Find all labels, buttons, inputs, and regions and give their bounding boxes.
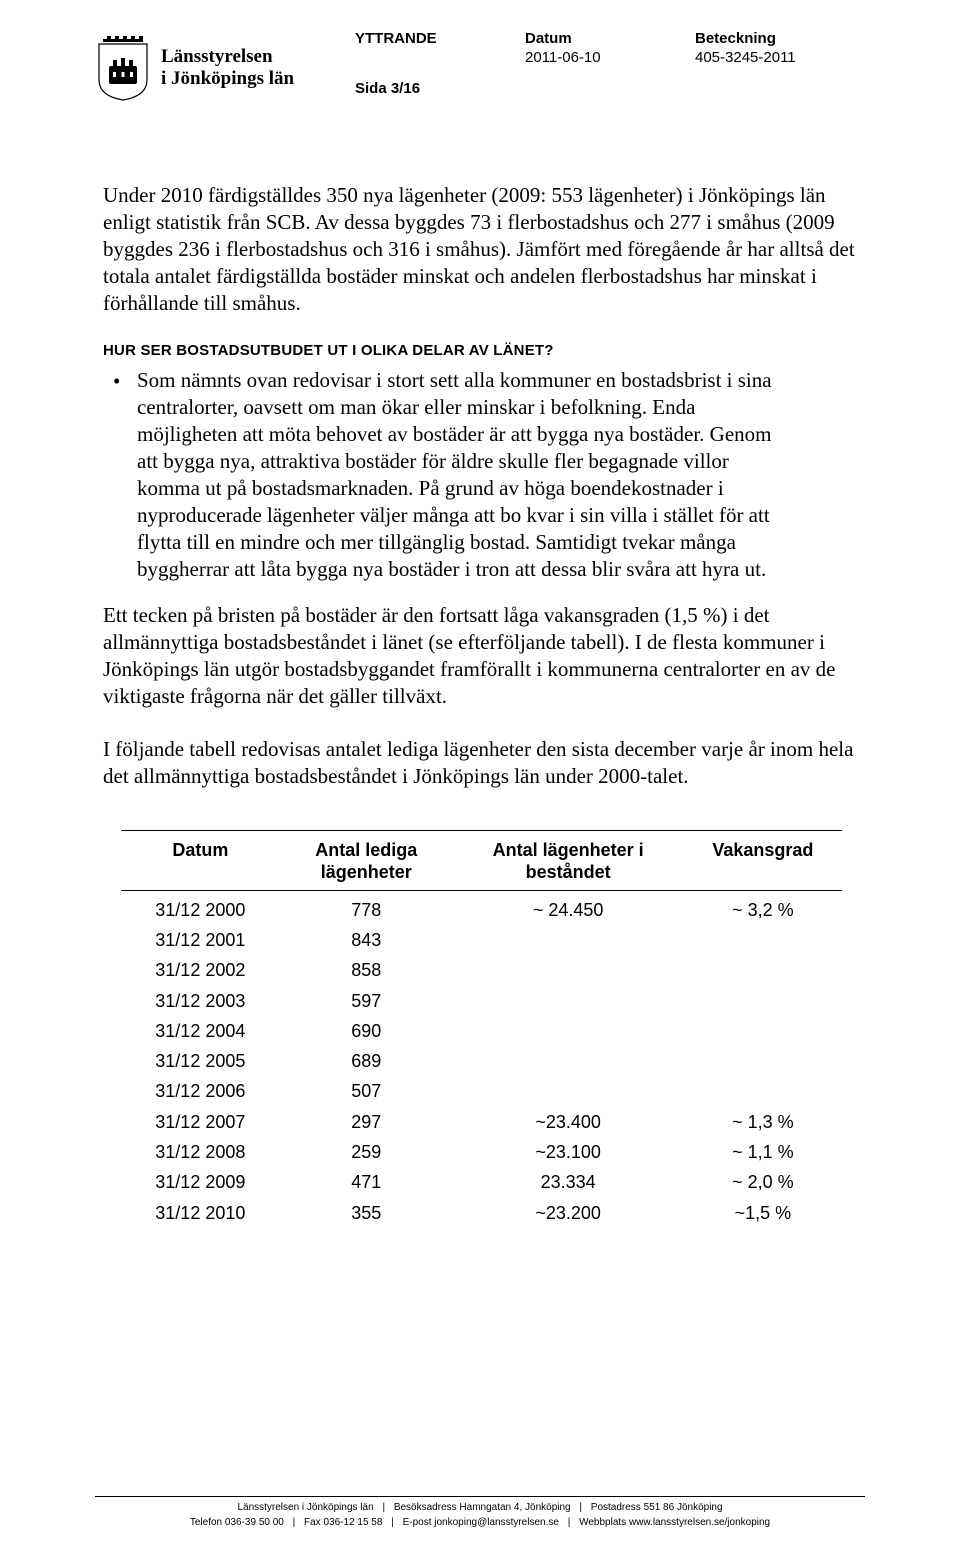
table-cell: ~23.100 bbox=[453, 1137, 684, 1167]
table-cell bbox=[453, 1016, 684, 1046]
table-cell bbox=[684, 925, 843, 955]
table-cell: 259 bbox=[280, 1137, 453, 1167]
table-cell: 31/12 2000 bbox=[121, 895, 280, 925]
table-row: 31/12 2000778~ 24.450~ 3,2 % bbox=[121, 895, 842, 925]
table-cell: 843 bbox=[280, 925, 453, 955]
table-cell bbox=[684, 955, 843, 985]
meta-labels: YTTRANDE Datum Beteckning bbox=[355, 30, 865, 47]
ref-value: 405-3245-2011 bbox=[695, 49, 865, 66]
table-cell: 31/12 2010 bbox=[121, 1198, 280, 1228]
table-cell: 297 bbox=[280, 1107, 453, 1137]
ref-label: Beteckning bbox=[695, 30, 865, 47]
table-row: 31/12 2003597 bbox=[121, 986, 842, 1016]
table-row: 31/12 2005689 bbox=[121, 1046, 842, 1076]
main-content: Under 2010 färdigställdes 350 nya lägenh… bbox=[103, 182, 857, 1228]
table-cell: ~23.400 bbox=[453, 1107, 684, 1137]
page-footer: Länsstyrelsen i Jönköpings län | Besöksa… bbox=[95, 1496, 865, 1530]
footer-org: Länsstyrelsen i Jönköpings län bbox=[237, 1502, 373, 1513]
table-cell: ~ 3,2 % bbox=[684, 895, 843, 925]
coat-of-arms-icon bbox=[95, 30, 151, 102]
org-line1: Länsstyrelsen bbox=[161, 46, 294, 68]
table-cell: 31/12 2001 bbox=[121, 925, 280, 955]
table-cell bbox=[453, 955, 684, 985]
bullet-text: Som nämnts ovan redovisar i stort sett a… bbox=[137, 367, 857, 582]
section-title: HUR SER BOSTADSUTBUDET UT I OLIKA DELAR … bbox=[103, 342, 857, 359]
col-total: Antal lägenheter i beståndet bbox=[453, 833, 684, 890]
org-line2: i Jönköpings län bbox=[161, 68, 294, 90]
table-cell bbox=[453, 986, 684, 1016]
table-cell: 31/12 2002 bbox=[121, 955, 280, 985]
table-header-row: Datum Antal lediga lägenheter Antal läge… bbox=[121, 833, 842, 890]
table-cell: 31/12 2004 bbox=[121, 1016, 280, 1046]
table-cell bbox=[453, 1076, 684, 1106]
footer-tel: Telefon 036-39 50 00 bbox=[190, 1517, 284, 1528]
table-cell: 31/12 2006 bbox=[121, 1076, 280, 1106]
table-cell: ~ 2,0 % bbox=[684, 1167, 843, 1197]
bullet-item: • Som nämnts ovan redovisar i stort sett… bbox=[103, 367, 857, 582]
table-cell: 355 bbox=[280, 1198, 453, 1228]
table-cell: 31/12 2008 bbox=[121, 1137, 280, 1167]
table-cell bbox=[453, 1046, 684, 1076]
col-date: Datum bbox=[121, 833, 280, 890]
table-cell bbox=[684, 1016, 843, 1046]
data-table-body: 31/12 2000778~ 24.450~ 3,2 %31/12 200184… bbox=[121, 895, 842, 1228]
doc-type-label: YTTRANDE bbox=[355, 30, 525, 47]
table-cell: ~1,5 % bbox=[684, 1198, 843, 1228]
page-header: Länsstyrelsen i Jönköpings län YTTRANDE … bbox=[95, 30, 865, 102]
page-number: Sida 3/16 bbox=[355, 80, 420, 97]
table-cell: 31/12 2009 bbox=[121, 1167, 280, 1197]
date-value: 2011-06-10 bbox=[525, 49, 695, 66]
footer-post: Postadress 551 86 Jönköping bbox=[591, 1502, 723, 1513]
table-row: 31/12 2008259~23.100~ 1,1 % bbox=[121, 1137, 842, 1167]
paragraph-2: Ett tecken på bristen på bostäder är den… bbox=[103, 602, 857, 710]
table-cell: 31/12 2003 bbox=[121, 986, 280, 1016]
paragraph-1: Under 2010 färdigställdes 350 nya lägenh… bbox=[103, 182, 857, 316]
bullet-icon: • bbox=[103, 367, 137, 582]
table-cell: 31/12 2005 bbox=[121, 1046, 280, 1076]
table-cell: ~ 1,1 % bbox=[684, 1137, 843, 1167]
logo-block: Länsstyrelsen i Jönköpings län bbox=[95, 30, 355, 102]
table-row: 31/12 2010355~23.200~1,5 % bbox=[121, 1198, 842, 1228]
table-cell bbox=[684, 1046, 843, 1076]
footer-web: Webbplats www.lansstyrelsen.se/jonkoping bbox=[579, 1517, 770, 1528]
table-cell: ~23.200 bbox=[453, 1198, 684, 1228]
table-cell: 471 bbox=[280, 1167, 453, 1197]
table-cell bbox=[684, 986, 843, 1016]
table-cell bbox=[453, 925, 684, 955]
table-cell: 690 bbox=[280, 1016, 453, 1046]
table-row: 31/12 2002858 bbox=[121, 955, 842, 985]
table-cell: 31/12 2007 bbox=[121, 1107, 280, 1137]
table-cell: 597 bbox=[280, 986, 453, 1016]
table-row: 31/12 2009471 23.334~ 2,0 % bbox=[121, 1167, 842, 1197]
col-rate: Vakansgrad bbox=[684, 833, 843, 890]
table-cell: 858 bbox=[280, 955, 453, 985]
paragraph-3: I följande tabell redovisas antalet ledi… bbox=[103, 736, 857, 790]
org-name: Länsstyrelsen i Jönköpings län bbox=[161, 30, 294, 90]
col-vacant: Antal lediga lägenheter bbox=[280, 833, 453, 890]
footer-email: E-post jonkoping@lansstyrelsen.se bbox=[403, 1517, 559, 1528]
table-cell: ~ 1,3 % bbox=[684, 1107, 843, 1137]
header-meta: YTTRANDE Datum Beteckning 2011-06-10 405… bbox=[355, 30, 865, 66]
table-cell bbox=[684, 1076, 843, 1106]
table-cell: ~ 24.450 bbox=[453, 895, 684, 925]
data-table: Datum Antal lediga lägenheter Antal läge… bbox=[121, 833, 842, 890]
table-cell: 507 bbox=[280, 1076, 453, 1106]
table-row: 31/12 2001843 bbox=[121, 925, 842, 955]
table-row: 31/12 2004690 bbox=[121, 1016, 842, 1046]
meta-values: 2011-06-10 405-3245-2011 bbox=[355, 49, 865, 66]
table-cell: 689 bbox=[280, 1046, 453, 1076]
date-label: Datum bbox=[525, 30, 695, 47]
vacancy-table: Datum Antal lediga lägenheter Antal läge… bbox=[121, 830, 857, 1228]
table-row: 31/12 2006507 bbox=[121, 1076, 842, 1106]
footer-address: Besöksadress Hamngatan 4, Jönköping bbox=[394, 1502, 571, 1513]
table-cell: 778 bbox=[280, 895, 453, 925]
table-row: 31/12 2007297~23.400~ 1,3 % bbox=[121, 1107, 842, 1137]
footer-fax: Fax 036-12 15 58 bbox=[304, 1517, 382, 1528]
table-rule-bottom bbox=[121, 890, 842, 891]
table-rule-top bbox=[121, 830, 842, 831]
table-cell: 23.334 bbox=[453, 1167, 684, 1197]
